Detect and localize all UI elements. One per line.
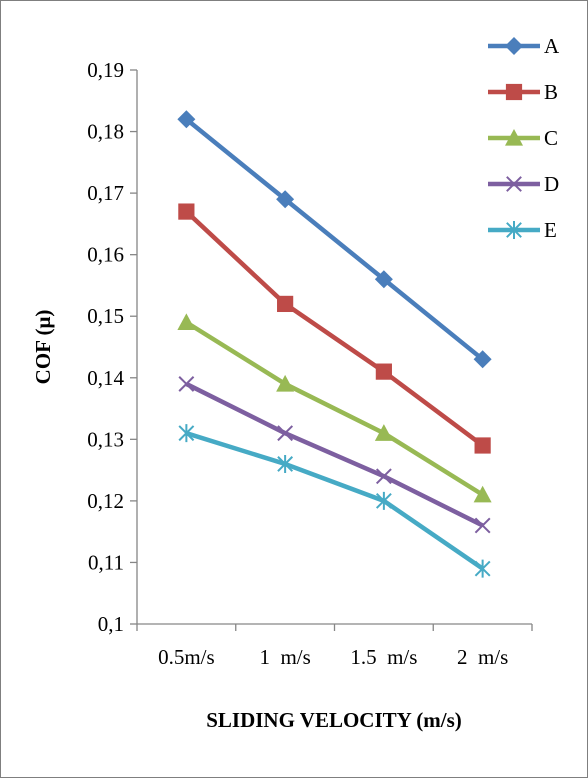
legend-label: E [544,218,557,242]
data-point-marker [505,83,523,101]
legend-item-C: C [488,126,558,150]
legend-item-E: E [488,218,557,242]
data-point-marker [375,491,392,510]
y-tick-label: 0,13 [87,427,124,451]
series-line [185,431,484,571]
data-point-marker [276,190,295,209]
y-tick-label: 0,11 [88,550,124,574]
y-tick-label: 0,17 [87,181,124,205]
data-point-marker [178,376,195,392]
x-tick-label: 1 m/s [259,645,310,669]
data-point-marker [506,221,522,239]
data-point-marker [505,129,523,146]
series-line [185,320,484,497]
axes [136,70,532,625]
y-tick-label: 0,19 [87,58,124,82]
data-point-marker [277,295,294,313]
series-B [178,203,491,454]
series-line [184,209,484,448]
legend-item-D: D [488,172,559,196]
legend-label: D [544,172,559,196]
y-axis-ticks: 0,1 0,11 0,12 0,13 0,14 0,15 0,16 0,17 0,18 0,19 [87,58,137,636]
data-point-marker [276,374,295,392]
data-point-marker [177,110,196,129]
data-point-marker [473,350,492,369]
data-point-marker [178,203,195,220]
x-tick-label: 0.5m/s [158,645,215,669]
data-point-marker [473,485,492,503]
data-point-marker [374,424,393,441]
data-point-marker [505,37,523,55]
series-line [184,117,485,362]
legend-label: A [544,34,560,58]
data-point-marker [474,437,491,454]
legend-item-B: B [488,80,558,104]
series-E [178,424,491,578]
data-point-marker [474,559,491,578]
x-tick-label: 2 m/s [457,645,508,669]
series-line [185,381,484,528]
data-point-marker [177,313,196,331]
y-axis-title: COF (μ) [31,310,55,385]
x-axis-title: SLIDING VELOCITY (m/s) [206,708,462,732]
series-C [177,313,492,503]
legend-label: C [544,126,558,150]
y-tick-label: 0,1 [98,612,124,636]
series-layer [177,110,492,578]
data-point-marker [374,270,393,289]
y-tick-label: 0,14 [87,366,124,390]
x-tick-label: 1.5 m/s [350,645,417,669]
data-point-marker [277,425,294,442]
data-point-marker [375,468,392,485]
legend-label: B [544,80,558,104]
data-point-marker [474,517,491,534]
data-point-marker [277,454,294,473]
data-point-marker [178,424,195,443]
y-tick-label: 0,12 [87,489,124,513]
y-tick-label: 0,18 [87,120,124,144]
legend-item-A: A [488,34,560,58]
series-D [178,376,491,534]
data-point-marker [506,176,522,192]
x-axis-ticks: 0.5m/s 1 m/s 1.5 m/s 2 m/s [136,624,533,669]
series-A [177,110,492,369]
y-tick-label: 0,16 [87,243,124,267]
y-tick-label: 0,15 [87,304,124,328]
data-point-marker [375,363,392,380]
